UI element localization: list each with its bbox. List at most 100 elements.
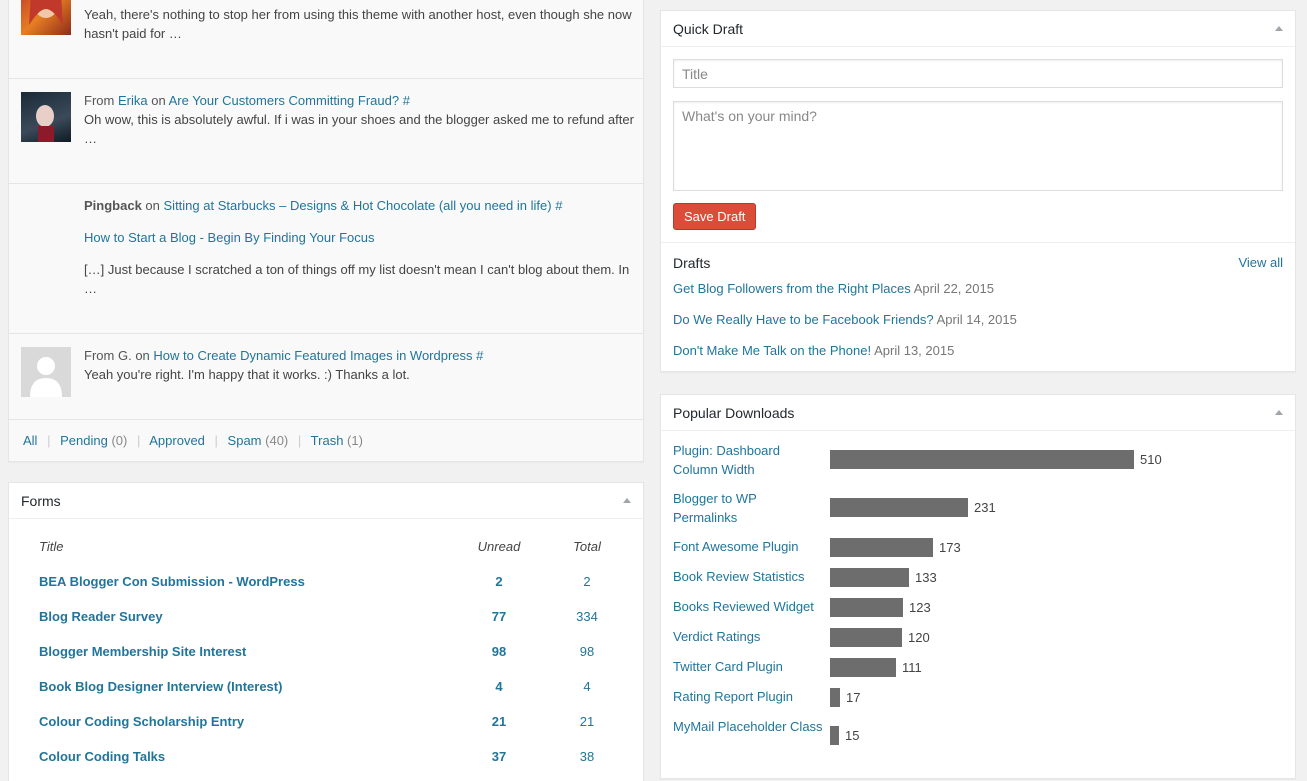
draft-item: Get Blog Followers from the Right Places… xyxy=(673,281,994,296)
table-row: Colour Coding Talks 37 38 xyxy=(39,749,619,781)
divider xyxy=(661,242,1295,243)
download-label-link[interactable]: MyMail Placeholder Class xyxy=(673,719,823,734)
collapse-arrow-icon[interactable] xyxy=(623,498,631,503)
form-title-link[interactable]: Blogger Membership Site Interest xyxy=(39,644,247,659)
form-total-link[interactable]: 4 xyxy=(583,679,591,694)
form-total-link[interactable]: 334 xyxy=(576,609,598,624)
comment-meta: From G. on How to Create Dynamic Feature… xyxy=(84,348,484,363)
comment-meta: From Erika on Are Your Customers Committ… xyxy=(84,93,410,108)
table-row: BEA Blogger Con Submission - WordPress 2 2 xyxy=(39,574,619,609)
table-row: Blogger Membership Site Interest 98 98 xyxy=(39,644,619,679)
comment-text: Yeah, there's nothing to stop her from u… xyxy=(84,7,632,41)
filter-all[interactable]: All xyxy=(23,433,38,448)
filter-spam[interactable]: Spam (40) xyxy=(227,433,289,448)
form-unread-link[interactable]: 98 xyxy=(491,644,507,659)
form-unread-link[interactable]: 37 xyxy=(491,749,507,764)
form-unread-link[interactable]: 21 xyxy=(491,714,507,729)
form-total-link[interactable]: 2 xyxy=(583,574,591,589)
avatar-photo-icon xyxy=(36,105,54,142)
quick-draft-title: Quick Draft xyxy=(673,20,744,37)
form-total-link[interactable]: 38 xyxy=(579,749,595,764)
comment-post-link[interactable]: Are Your Customers Committing Fraud? xyxy=(168,93,400,108)
table-row: Colour Coding Scholarship Entry 21 21 xyxy=(39,714,619,749)
download-label-link[interactable]: Books Reviewed Widget xyxy=(673,599,814,614)
draft-date: April 13, 2015 xyxy=(874,343,955,358)
download-bar xyxy=(830,538,933,557)
download-bar xyxy=(830,688,840,707)
comment-filters: All | Pending (0) | Approved | Spam (40)… xyxy=(23,433,363,448)
draft-content-textarea[interactable]: What's on your mind? xyxy=(673,101,1283,191)
download-row: Font Awesome Plugin 173 xyxy=(673,537,1283,557)
draft-title-link[interactable]: Don't Make Me Talk on the Phone! xyxy=(673,343,872,358)
popular-downloads-panel: Popular Downloads Plugin: Dashboard Colu… xyxy=(660,394,1296,779)
download-row: Book Review Statistics 133 xyxy=(673,567,1283,587)
download-row: Plugin: Dashboard Column Width 510 xyxy=(673,441,1283,479)
draft-date: April 22, 2015 xyxy=(913,281,994,296)
comment-item: Yeah, there's nothing to stop her from u… xyxy=(9,0,643,79)
download-bar xyxy=(830,498,968,517)
filter-trash[interactable]: Trash (1) xyxy=(310,433,363,448)
filter-pending[interactable]: Pending (0) xyxy=(60,433,128,448)
pingback-label: Pingback xyxy=(84,198,142,213)
comment-permalink[interactable]: # xyxy=(476,348,484,363)
comment-post-link[interactable]: Sitting at Starbucks – Designs & Hot Cho… xyxy=(163,198,552,213)
download-count: 123 xyxy=(909,600,931,615)
form-title-link[interactable]: Book Blog Designer Interview (Interest) xyxy=(39,679,283,694)
download-label-link[interactable]: Twitter Card Plugin xyxy=(673,659,783,674)
comment-permalink[interactable]: # xyxy=(402,93,410,108)
download-row: Rating Report Plugin 17 xyxy=(673,687,1283,707)
table-row: Blog Reader Survey 77 334 xyxy=(39,609,619,644)
form-total-link[interactable]: 98 xyxy=(579,644,595,659)
collapse-arrow-icon[interactable] xyxy=(1275,26,1283,31)
form-title-link[interactable]: Colour Coding Scholarship Entry xyxy=(39,714,245,729)
form-unread-link[interactable]: 2 xyxy=(495,574,503,589)
forms-panel-title: Forms xyxy=(21,492,61,509)
quick-draft-header[interactable]: Quick Draft xyxy=(661,11,1295,47)
draft-title-input[interactable]: Title xyxy=(673,59,1283,88)
form-unread-link[interactable]: 4 xyxy=(495,679,503,694)
quick-draft-panel: Quick Draft Title What's on your mind? S… xyxy=(660,10,1296,372)
comment-item: Pingback on Sitting at Starbucks – Desig… xyxy=(9,184,643,334)
download-count: 17 xyxy=(846,690,861,705)
table-row: Book Blog Designer Interview (Interest) 4… xyxy=(39,679,619,714)
avatar-photo-icon xyxy=(29,0,63,25)
download-bar xyxy=(830,726,839,745)
comment-permalink[interactable]: # xyxy=(555,198,563,213)
draft-item: Don't Make Me Talk on the Phone! April 13… xyxy=(673,343,954,358)
column-title: Title xyxy=(39,539,64,554)
download-count: 510 xyxy=(1140,452,1162,467)
comment-author-link[interactable]: Erika xyxy=(117,93,148,108)
comment-item: From Erika on Are Your Customers Committ… xyxy=(9,79,643,184)
download-label-link[interactable]: Rating Report Plugin xyxy=(673,689,793,704)
forms-panel-header[interactable]: Forms xyxy=(9,483,643,519)
form-total-link[interactable]: 21 xyxy=(579,714,595,729)
download-label-link[interactable]: Book Review Statistics xyxy=(673,569,805,584)
avatar xyxy=(21,347,71,397)
download-count: 133 xyxy=(915,570,937,585)
download-count: 111 xyxy=(902,660,922,675)
form-unread-link[interactable]: 77 xyxy=(491,609,507,624)
download-label-link[interactable]: Verdict Ratings xyxy=(673,629,761,644)
form-title-link[interactable]: Blog Reader Survey xyxy=(39,609,163,624)
draft-title-link[interactable]: Do We Really Have to be Facebook Friends… xyxy=(673,312,934,327)
form-title-link[interactable]: Colour Coding Talks xyxy=(39,749,166,764)
form-title-link[interactable]: BEA Blogger Con Submission - WordPress xyxy=(39,574,305,589)
download-row: MyMail Placeholder Class 15 xyxy=(673,717,1283,755)
comment-text: Oh wow, this is absolutely awful. If i w… xyxy=(84,112,634,146)
collapse-arrow-icon[interactable] xyxy=(1275,410,1283,415)
download-row: Verdict Ratings 120 xyxy=(673,627,1283,647)
download-count: 120 xyxy=(908,630,930,645)
view-all-drafts-link[interactable]: View all xyxy=(1238,255,1283,270)
draft-date: April 14, 2015 xyxy=(936,312,1017,327)
filter-approved[interactable]: Approved xyxy=(149,433,205,448)
download-label-link[interactable]: Font Awesome Plugin xyxy=(673,539,799,554)
save-draft-button[interactable]: Save Draft xyxy=(673,203,757,230)
download-bar xyxy=(830,450,1134,469)
forms-panel: Forms Title Unread Total BEA Blogger Con… xyxy=(8,482,644,781)
download-label-link[interactable]: Blogger to WP Permalinks xyxy=(673,491,757,525)
comment-post-link[interactable]: How to Create Dynamic Featured Images in… xyxy=(153,348,473,363)
download-label-link[interactable]: Plugin: Dashboard Column Width xyxy=(673,443,780,477)
popular-downloads-header[interactable]: Popular Downloads xyxy=(661,395,1295,431)
draft-title-link[interactable]: Get Blog Followers from the Right Places xyxy=(673,281,911,296)
pingback-source-link[interactable]: How to Start a Blog - Begin By Finding Y… xyxy=(84,230,375,245)
